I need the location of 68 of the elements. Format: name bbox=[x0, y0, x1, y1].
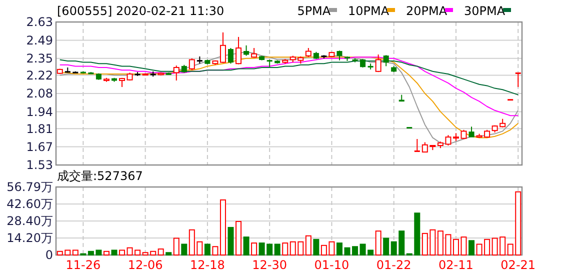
candlestick bbox=[188, 58, 195, 71]
y-tick-label: 2.49 bbox=[26, 33, 53, 48]
bar bbox=[204, 244, 210, 256]
bar bbox=[111, 250, 118, 256]
x-tick-label: 12-06 bbox=[128, 258, 163, 272]
y-tick-label: 1.94 bbox=[26, 104, 53, 119]
x-tick-label: 12-18 bbox=[190, 258, 225, 272]
y-tick-label: 56.79万 bbox=[6, 180, 53, 194]
legend-label: 5PMA bbox=[297, 4, 332, 18]
chart-title: [600555] 2020-02-21 11:30 bbox=[57, 4, 224, 18]
bar bbox=[228, 226, 234, 256]
candlestick bbox=[383, 54, 389, 67]
candlestick bbox=[236, 36, 242, 65]
candlestick bbox=[468, 126, 474, 138]
candlestick bbox=[305, 48, 312, 58]
bar bbox=[460, 236, 467, 256]
line-series bbox=[59, 56, 519, 116]
bar bbox=[274, 244, 280, 256]
y-tick-label: 28.40万 bbox=[6, 214, 53, 228]
bar bbox=[212, 246, 218, 256]
bar bbox=[243, 236, 250, 256]
bar bbox=[173, 238, 180, 256]
candlestick bbox=[336, 50, 342, 61]
y-tick-label: 1.81 bbox=[26, 122, 53, 136]
candlestick bbox=[220, 32, 226, 64]
candlestick bbox=[244, 44, 250, 56]
candlestick bbox=[414, 138, 420, 152]
y-tick-label: 42.60万 bbox=[6, 197, 53, 212]
y-tick-label: 2.08 bbox=[26, 86, 53, 101]
candlestick bbox=[515, 72, 521, 88]
x-tick-label: 12-30 bbox=[252, 258, 288, 272]
candlestick bbox=[173, 65, 180, 81]
y-tick-label: 2.22 bbox=[26, 68, 53, 82]
bar bbox=[468, 240, 475, 256]
y-tick-label: 2.63 bbox=[26, 15, 53, 30]
bar bbox=[282, 242, 288, 256]
y-tick-label: 0 bbox=[45, 248, 53, 262]
bar bbox=[166, 252, 172, 256]
legend-label: 30PMA bbox=[464, 4, 506, 18]
x-tick-label: 01-10 bbox=[314, 258, 350, 272]
bar bbox=[103, 250, 110, 256]
x-tick-label: 02-11 bbox=[438, 258, 474, 272]
bar bbox=[336, 242, 342, 256]
bar bbox=[158, 248, 164, 256]
bar bbox=[452, 238, 459, 256]
y-tick-label: 1.67 bbox=[26, 140, 53, 154]
bar bbox=[313, 238, 320, 256]
bar bbox=[72, 250, 78, 256]
y-tick-label: 14.20万 bbox=[6, 231, 53, 246]
bar bbox=[236, 220, 242, 256]
legend-label: 10PMA bbox=[348, 4, 390, 18]
bar bbox=[181, 244, 188, 256]
bar bbox=[375, 230, 382, 256]
y-tick-label: 2.35 bbox=[26, 52, 53, 66]
legend-label: 20PMA bbox=[406, 4, 448, 18]
candlestick bbox=[228, 48, 234, 64]
bar bbox=[305, 235, 312, 256]
x-tick-label: 02-21 bbox=[500, 258, 536, 272]
bar bbox=[220, 199, 226, 256]
x-tick-label: 11-26 bbox=[66, 258, 101, 272]
x-tick-label: 01-22 bbox=[376, 258, 412, 272]
y-tick-label: 1.53 bbox=[26, 158, 53, 172]
candlestick bbox=[251, 48, 258, 58]
bar bbox=[251, 242, 258, 256]
bar bbox=[383, 238, 390, 256]
chart-title: 成交量:527367 bbox=[57, 169, 143, 183]
candlestick bbox=[375, 54, 382, 73]
bar bbox=[119, 250, 126, 256]
